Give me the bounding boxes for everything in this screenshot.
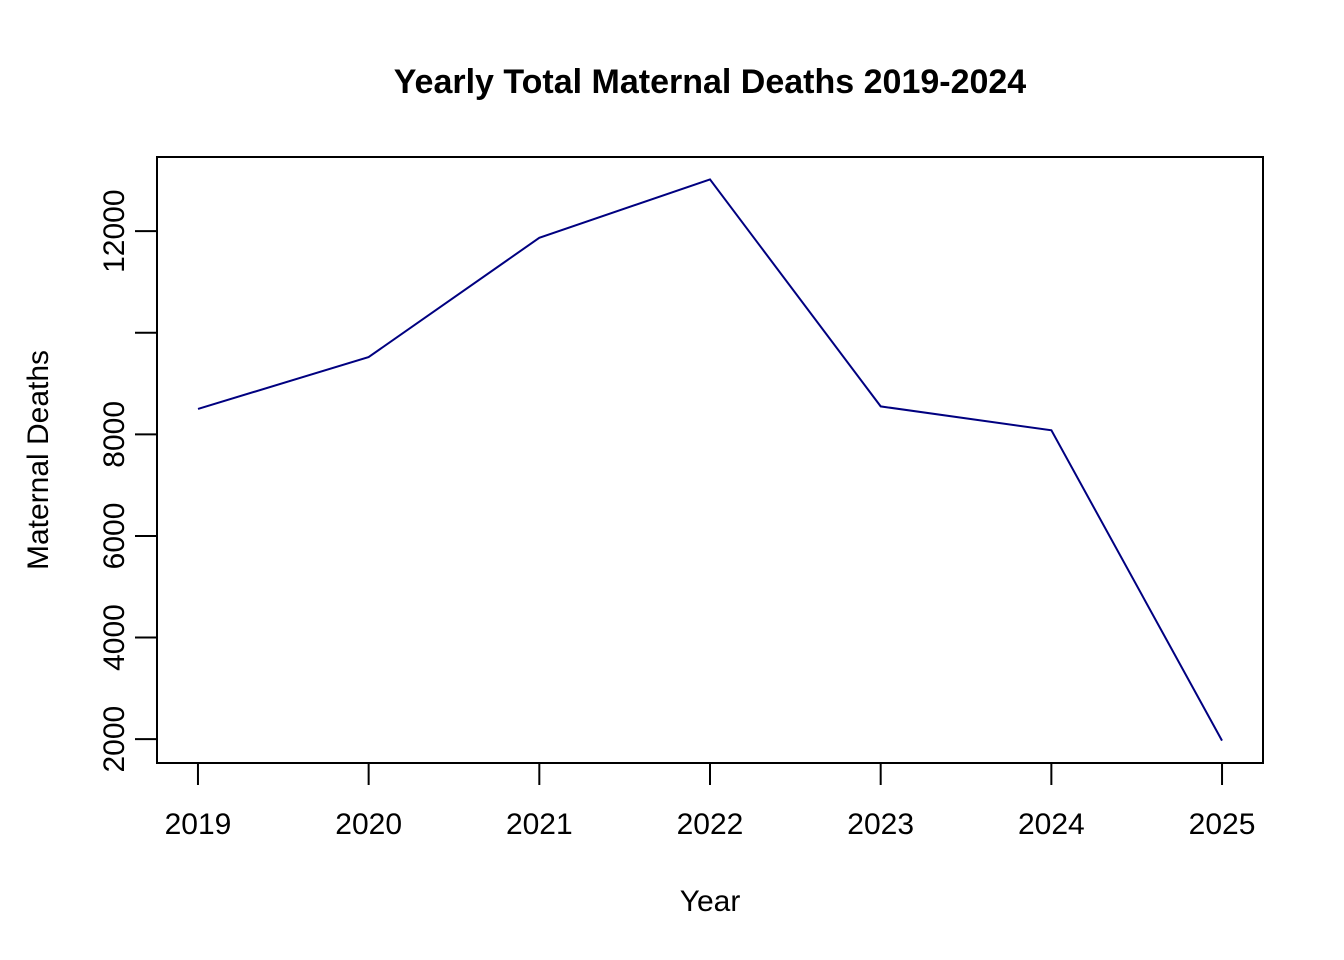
series-group xyxy=(197,178,1223,742)
x-tick-label: 2021 xyxy=(506,808,573,841)
y-tick-label: 2000 xyxy=(98,706,131,773)
x-tick-label: 2019 xyxy=(165,808,232,841)
x-tick-label: 2023 xyxy=(847,808,914,841)
series-line xyxy=(197,178,1223,742)
y-tick-label: 4000 xyxy=(98,604,131,671)
y-tick-label: 6000 xyxy=(98,503,131,570)
y-tick-label: 8000 xyxy=(98,401,131,468)
x-tick-label: 2020 xyxy=(335,808,402,841)
x-axis-label: Year xyxy=(680,885,741,918)
x-tick-label: 2024 xyxy=(1018,808,1085,841)
y-tick-label: 12000 xyxy=(98,189,131,272)
plot-frame xyxy=(156,156,1264,764)
x-tick-label: 2022 xyxy=(677,808,744,841)
x-tick-label: 2025 xyxy=(1189,808,1256,841)
y-axis-label: Maternal Deaths xyxy=(22,350,55,570)
chart-title: Yearly Total Maternal Deaths 2019-2024 xyxy=(394,63,1027,101)
x-axis: 2019 2020 2021 2022 2023 2024 2025 xyxy=(165,763,1256,841)
y-axis: 2000 4000 6000 8000 12000 xyxy=(98,189,157,773)
